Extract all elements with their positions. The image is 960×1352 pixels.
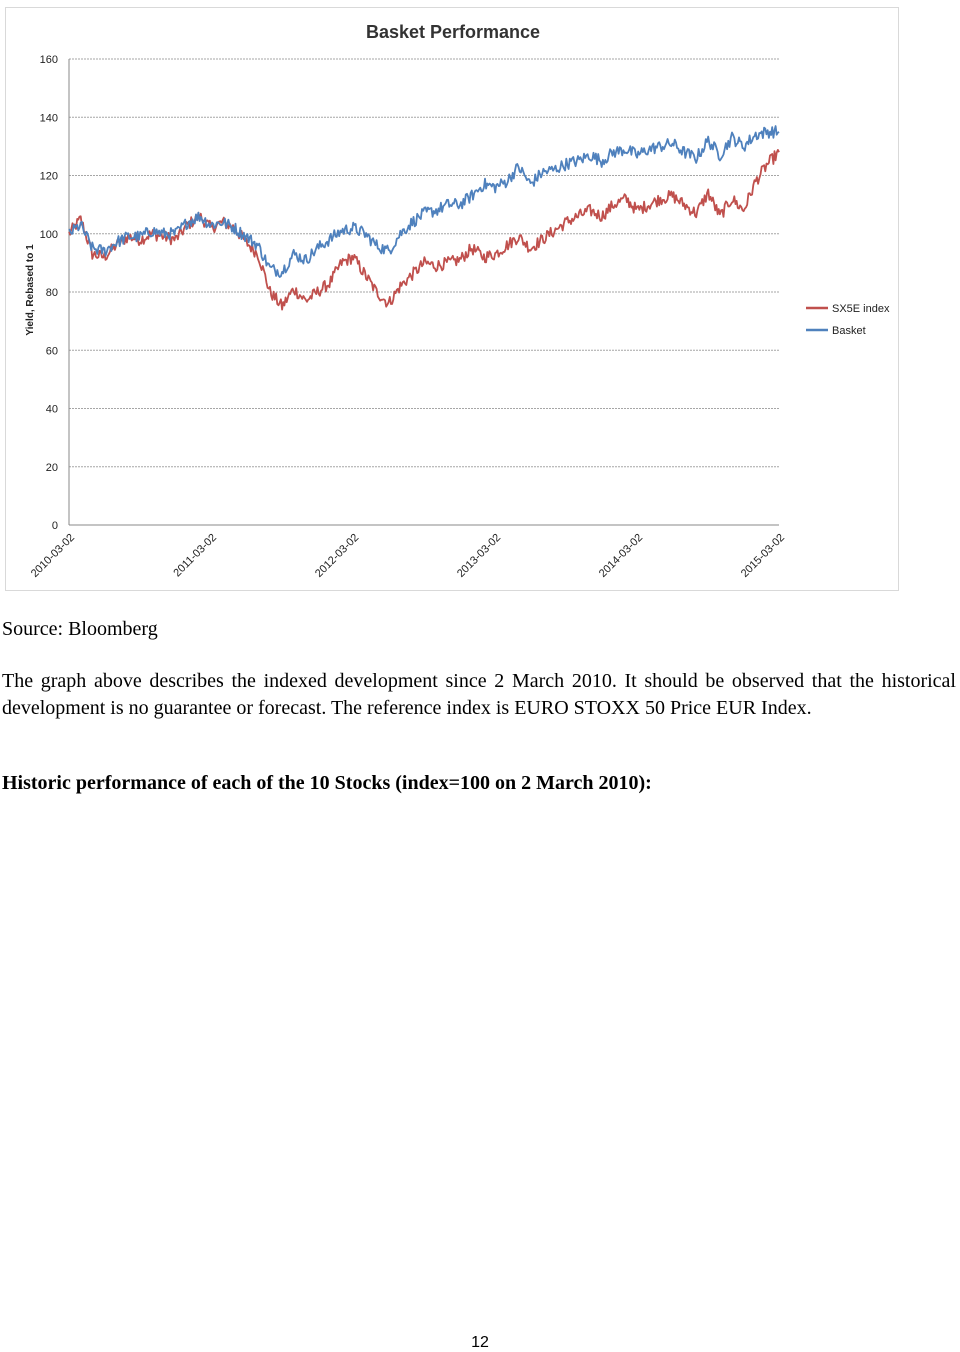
source-note: Source: Bloomberg bbox=[2, 618, 158, 640]
series-line-basket bbox=[68, 125, 780, 278]
grid-lines bbox=[68, 58, 779, 526]
x-tick-label: 2010-03-02 bbox=[29, 532, 77, 580]
y-tick-label: 100 bbox=[40, 229, 58, 241]
y-tick-label: 0 bbox=[52, 520, 58, 532]
page-number: 12 bbox=[471, 1334, 489, 1351]
y-tick-label: 140 bbox=[40, 112, 58, 124]
basket-performance-chart: Basket Performance Yield, Rebased to 1 0… bbox=[25, 22, 890, 580]
chart-frame: Basket Performance Yield, Rebased to 1 0… bbox=[5, 7, 899, 591]
x-tick-label: 2013-03-02 bbox=[455, 532, 503, 580]
legend-label: SX5E index bbox=[832, 303, 890, 315]
section-heading: Historic performance of each of the 10 S… bbox=[2, 772, 652, 794]
x-tick-labels: 2010-03-02 2011-03-02 2012-03-02 2013-03-02… bbox=[29, 532, 787, 580]
y-tick-label: 40 bbox=[46, 404, 58, 416]
legend: SX5E index Basket bbox=[806, 303, 890, 337]
y-tick-label: 120 bbox=[40, 171, 58, 183]
description-paragraph: The graph above describes the indexed de… bbox=[2, 670, 956, 719]
x-tick-label: 2014-03-02 bbox=[597, 532, 645, 580]
x-tick-label: 2012-03-02 bbox=[313, 532, 361, 580]
y-tick-labels: 0 20 40 60 80 100 120 140 160 bbox=[40, 54, 58, 532]
legend-label: Basket bbox=[832, 325, 866, 337]
y-axis-label: Yield, Rebased to 1 bbox=[25, 244, 36, 336]
y-tick-label: 20 bbox=[46, 462, 58, 474]
x-tick-label: 2011-03-02 bbox=[171, 532, 219, 580]
x-tick-label: 2015-03-02 bbox=[739, 532, 787, 580]
y-tick-label: 60 bbox=[46, 345, 58, 357]
y-tick-label: 80 bbox=[46, 287, 58, 299]
series-lines bbox=[68, 125, 780, 311]
y-tick-label: 160 bbox=[40, 54, 58, 66]
chart-title: Basket Performance bbox=[366, 22, 540, 42]
